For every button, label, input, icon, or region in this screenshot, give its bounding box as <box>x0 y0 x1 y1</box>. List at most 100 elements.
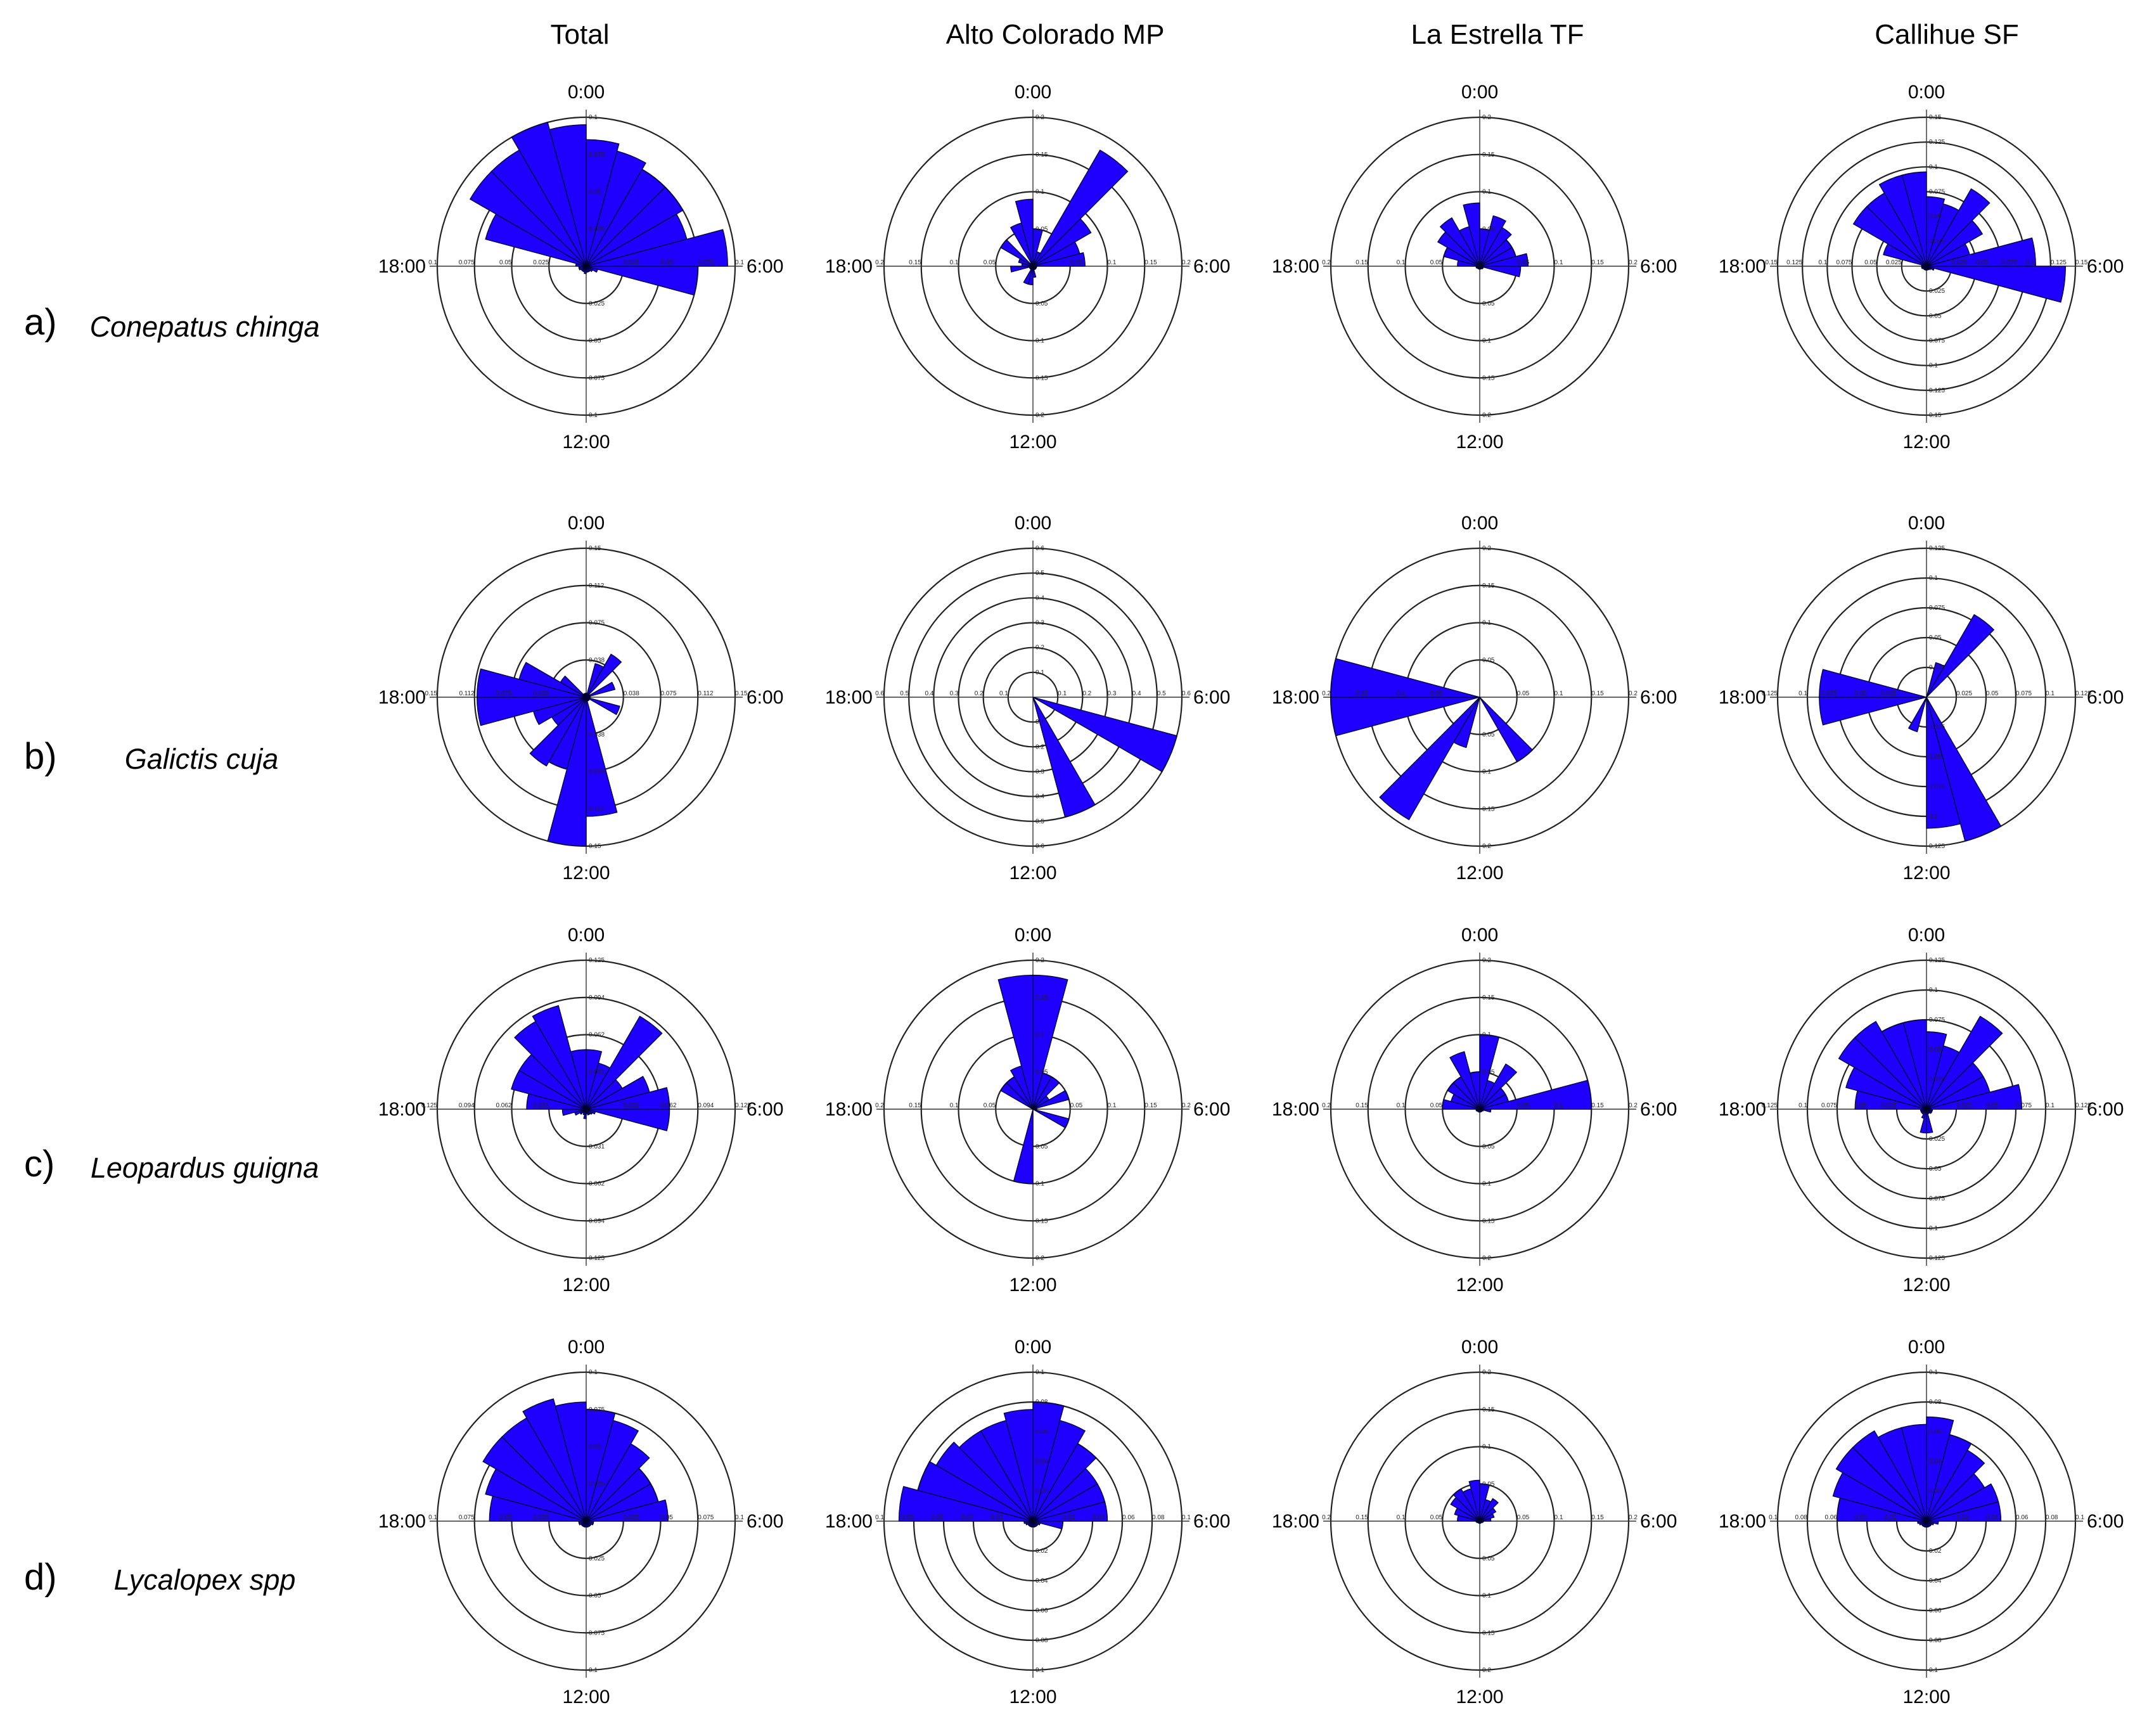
ring-tick-label-left: 0.1 <box>950 1102 959 1109</box>
bar-hour-2 <box>1926 1450 1985 1522</box>
ring-tick-label-up: 0.05 <box>589 189 601 196</box>
clock-label-0: 0:00 <box>1908 925 1945 946</box>
clock-label-0: 0:00 <box>1015 1337 1051 1358</box>
ring-tick-label-up: 0.1 <box>1929 164 1938 170</box>
ring-tick-label-down: 0.125 <box>589 1255 605 1262</box>
ring-tick-label-right: 0.5 <box>1157 690 1166 697</box>
ring-tick-label-down: 0.075 <box>1929 783 1945 790</box>
clock-label-6: 6:00 <box>1640 1099 1677 1120</box>
ring-tick-label-left: 0.2 <box>875 1102 884 1109</box>
bar-hour-20 <box>560 675 587 698</box>
bar-hour-2 <box>1479 1498 1499 1522</box>
ring-tick-label-up: 0.2 <box>1482 1369 1491 1376</box>
ring-tick-label-up: 0.125 <box>589 957 605 964</box>
ring-tick-label-down: 0.08 <box>1929 1637 1942 1644</box>
ring-tick-label-up: 0.025 <box>1929 1076 1945 1083</box>
ring-tick-label-down: 0.025 <box>1929 1136 1945 1143</box>
ring-tick-label-right: 0.15 <box>1591 259 1604 266</box>
bar-hour-23 <box>555 1401 587 1522</box>
ring-tick-label-right: 0.031 <box>624 1102 639 1109</box>
clock-label-6: 6:00 <box>747 687 783 708</box>
ring-tick-label-right: 0.05 <box>661 1514 674 1521</box>
ring-tick-label-down: 0.2 <box>1035 743 1044 750</box>
ring-tick-label-left: 0.038 <box>533 690 549 697</box>
ring-tick-label-right: 0.04 <box>1986 1514 1999 1521</box>
ring-tick-label-left: 0.025 <box>1881 690 1897 697</box>
ring-tick-label-left: 0.2 <box>875 259 884 266</box>
clock-label-0: 0:00 <box>1461 1337 1498 1358</box>
column-title-callihue: Callihue SF <box>1875 19 2019 50</box>
ring-tick-label-down: 0.02 <box>1035 1548 1048 1555</box>
ring-tick-label-down: 0.05 <box>1482 731 1495 738</box>
ring-tick-label-right: 0.125 <box>735 1102 751 1109</box>
ring-tick-label-left: 0.1 <box>1818 259 1827 266</box>
rose-chart-a-callihue: 0.025 0.025 0.025 0.025 0.05 0.05 0.05 0.05 0.07… <box>1719 82 2124 453</box>
clock-label-18: 18:00 <box>1719 1511 1766 1532</box>
ring-tick-label-left: 0.6 <box>875 690 884 697</box>
ring-tick-label-down: 0.1 <box>1482 338 1491 345</box>
ring-tick-label-left: 0.02 <box>991 1514 1004 1521</box>
bar-hour-5 <box>586 1499 669 1522</box>
clock-label-0: 0:00 <box>1908 1337 1945 1358</box>
clock-label-18: 18:00 <box>378 256 426 277</box>
ring-tick-label-down: 0.5 <box>1035 818 1044 825</box>
ring-tick-label-right: 0.05 <box>1070 259 1083 266</box>
ring-tick-label-up: 0.1 <box>1482 189 1491 196</box>
clock-label-12: 12:00 <box>1456 863 1503 884</box>
ring-tick-label-down: 0.075 <box>1929 338 1945 345</box>
ring-tick-label-down: 0.06 <box>1929 1607 1942 1614</box>
bar-hour-17 <box>1819 697 1927 726</box>
ring-tick-label-right: 0.094 <box>698 1102 714 1109</box>
ring-tick-label-left: 0.1 <box>1397 1514 1406 1521</box>
bar-hour-20 <box>935 1441 1034 1522</box>
bar-hour-23 <box>1469 1071 1480 1110</box>
bar-hour-23 <box>997 974 1034 1110</box>
ring-tick-label-left: 0.1 <box>875 1514 884 1521</box>
bar-hour-5 <box>586 229 728 267</box>
ring-tick-label-right: 0.15 <box>1591 690 1604 697</box>
ring-tick-label-up: 0.5 <box>1035 570 1044 577</box>
ring-tick-label-up: 0.025 <box>589 1481 605 1488</box>
rose-chart-a-la-estrella: 0.05 0.05 0.05 0.05 0.1 0.1 0.1 0.1 0.15 0.15 0.15… <box>1272 82 1677 453</box>
clock-label-0: 0:00 <box>1908 513 1945 534</box>
ring-tick-label-left: 0.075 <box>459 259 475 266</box>
clock-label-6: 6:00 <box>747 1511 783 1532</box>
bar-hour-10 <box>1032 697 1096 818</box>
ring-tick-label-down: 0.1 <box>1035 719 1044 726</box>
clock-label-12: 12:00 <box>1456 1275 1503 1296</box>
clock-label-0: 0:00 <box>1908 82 1945 103</box>
ring-tick-label-left: 0.04 <box>1855 1514 1868 1521</box>
ring-tick-label-down: 0.05 <box>589 1593 601 1600</box>
ring-tick-label-left: 0.05 <box>1855 1102 1868 1109</box>
bar-hour-18 <box>1330 658 1480 698</box>
bar-hour-2 <box>586 653 622 698</box>
ring-tick-label-down: 0.08 <box>1035 1637 1048 1644</box>
bar-hour-2 <box>1479 227 1512 267</box>
ring-tick-label-right: 0.038 <box>624 690 639 697</box>
ring-tick-label-right: 0.025 <box>1956 690 1972 697</box>
bar-hour-5 <box>1926 1084 2023 1110</box>
ring-tick-label-down: 0.1 <box>589 1667 598 1674</box>
clock-label-12: 12:00 <box>1456 1687 1503 1707</box>
clock-label-12: 12:00 <box>1009 432 1056 453</box>
ring-tick-label-right: 0.3 <box>1108 690 1117 697</box>
ring-tick-label-down: 0.1 <box>1929 1667 1938 1674</box>
clock-label-6: 6:00 <box>2087 1099 2124 1120</box>
ring-tick-label-left: 0.2 <box>1322 1102 1331 1109</box>
ring-tick-label-left: 0.1 <box>1798 1102 1807 1109</box>
ring-tick-label-up: 0.02 <box>1929 1488 1942 1495</box>
clock-label-6: 6:00 <box>1640 1511 1677 1532</box>
clock-label-12: 12:00 <box>1009 1275 1056 1296</box>
column-title-total: Total <box>550 19 610 50</box>
clock-label-6: 6:00 <box>1193 687 1230 708</box>
ring-tick-label-right: 0.6 <box>1182 690 1191 697</box>
ring-tick-label-right: 0.075 <box>2016 690 2032 697</box>
ring-tick-label-left: 0.5 <box>900 690 909 697</box>
row-species-b: Galictis cuja <box>124 743 279 775</box>
bar-hour-2 <box>1926 1015 2003 1110</box>
bar-hour-3 <box>1926 220 1984 267</box>
rose-chart-c-total: 0.031 0.031 0.031 0.031 0.062 0.062 0.062 0.062… <box>378 925 783 1296</box>
ring-tick-label-up: 0.1 <box>1035 669 1044 676</box>
bar-hour-5 <box>1032 252 1086 267</box>
bar-hour-2 <box>1479 1063 1518 1110</box>
